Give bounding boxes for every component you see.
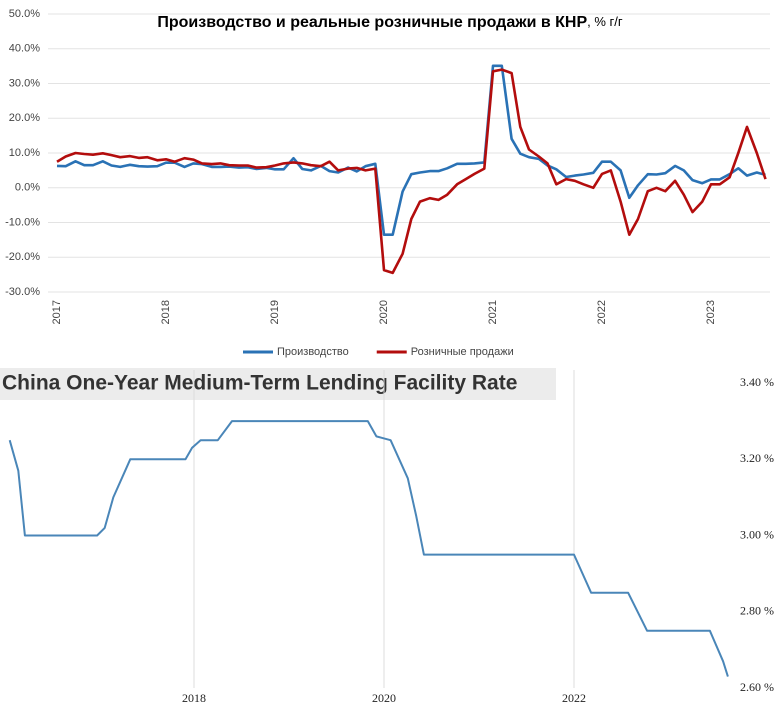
chart-title: Производство и реальные розничные продаж… — [157, 14, 623, 31]
y-tick-label: 50.0% — [9, 8, 40, 20]
y-tick-label: 0.0% — [15, 182, 40, 194]
chart-title: China One-Year Medium-Term Lending Facil… — [2, 372, 517, 395]
series-line — [8, 420, 729, 677]
y-tick-label: 10.0% — [9, 147, 40, 159]
series-line — [56, 64, 766, 236]
subtitle: , % г/г — [587, 14, 623, 29]
y-tick-label: -10.0% — [5, 216, 40, 228]
y-tick-label: 3.40 % — [740, 375, 774, 389]
y-tick-label: 40.0% — [9, 43, 40, 55]
x-tick-label: 2022 — [596, 300, 608, 324]
x-tick-label: 2019 — [269, 300, 281, 324]
series-line — [56, 68, 767, 275]
legend-label: Производство — [277, 346, 349, 358]
title: Производство и реальные розничные продаж… — [157, 14, 587, 31]
x-tick-label: 2021 — [487, 300, 499, 324]
x-tick-label: 2018 — [160, 300, 172, 324]
x-tick-label: 2018 — [182, 691, 206, 705]
x-tick-label: 2020 — [378, 300, 390, 324]
x-tick-label: 2017 — [51, 300, 63, 324]
y-tick-label: 2.80 % — [740, 604, 774, 618]
x-tick-label: 2023 — [705, 300, 717, 324]
y-tick-label: 20.0% — [9, 112, 40, 124]
x-tick-label: 2020 — [372, 691, 396, 705]
x-tick-label: 2022 — [562, 691, 586, 705]
y-tick-label: 3.20 % — [740, 451, 774, 465]
y-tick-label: 3.00 % — [740, 527, 774, 541]
legend-label: Розничные продажи — [411, 346, 514, 358]
y-tick-label: 2.60 % — [740, 680, 774, 694]
y-tick-label: 30.0% — [9, 77, 40, 89]
y-tick-label: -30.0% — [5, 286, 40, 298]
title-box — [0, 368, 556, 400]
y-tick-label: -20.0% — [5, 251, 40, 263]
